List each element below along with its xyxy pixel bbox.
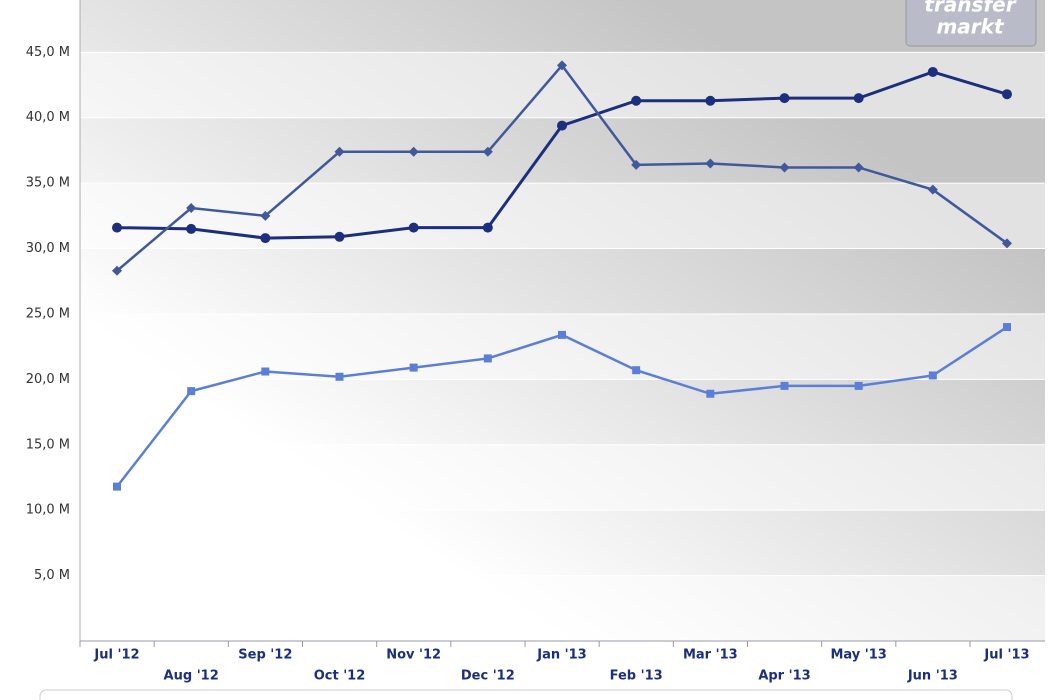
point	[482, 222, 493, 233]
point	[780, 381, 789, 390]
point	[112, 222, 122, 233]
point	[1002, 238, 1012, 249]
point	[631, 95, 642, 106]
point	[632, 366, 641, 375]
point	[334, 231, 345, 242]
y-tick-label: 20,0 M	[26, 372, 70, 387]
point	[113, 482, 121, 491]
y-tick-label: 15,0 M	[26, 437, 70, 452]
point	[1002, 89, 1012, 100]
point	[706, 389, 715, 398]
point	[261, 367, 270, 376]
point	[705, 95, 716, 106]
y-tick-label: 40,0 M	[26, 110, 70, 125]
point	[260, 233, 271, 244]
point	[927, 66, 938, 77]
x-tick-label: Jan '13	[536, 648, 586, 663]
logo-text: transfer	[924, 0, 1016, 17]
x-tick-label: Jun '13	[907, 669, 958, 684]
x-tick-label: Jul '13	[983, 648, 1029, 663]
point	[705, 158, 716, 169]
point	[854, 381, 863, 390]
logo-text: markt	[936, 15, 1005, 39]
x-tick-label: Dec '12	[461, 669, 515, 684]
point	[928, 371, 937, 380]
point	[557, 120, 567, 131]
point	[482, 146, 493, 157]
point	[779, 162, 790, 173]
y-tick-label: 10,0 M	[26, 503, 70, 518]
point	[557, 60, 567, 71]
x-tick-label: Jul '12	[93, 648, 139, 663]
point	[334, 146, 345, 157]
point	[631, 159, 642, 170]
y-tick-label: 30,0 M	[26, 241, 70, 256]
logo-box	[905, 0, 1037, 47]
point	[409, 363, 418, 372]
point	[558, 330, 566, 339]
x-tick-label: May '13	[830, 648, 886, 663]
point	[260, 210, 271, 221]
x-tick-label: Sep '12	[238, 648, 292, 663]
point	[853, 162, 864, 173]
point	[408, 222, 419, 233]
point	[187, 387, 196, 396]
y-tick-label: 45,0 M	[26, 45, 70, 60]
point	[186, 202, 197, 213]
y-tick-label: 25,0 M	[26, 306, 70, 321]
point	[1003, 323, 1011, 332]
footer-box	[39, 689, 1013, 700]
x-tick-label: Feb '13	[610, 669, 663, 684]
x-tick-label: Aug '12	[164, 669, 219, 684]
point	[112, 265, 122, 276]
y-tick-label: 35,0 M	[26, 176, 70, 191]
point	[408, 146, 419, 157]
point	[779, 93, 790, 104]
x-tick-label: Oct '12	[314, 669, 366, 684]
x-tick-label: Mar '13	[683, 648, 738, 663]
x-tick-label: Apr '13	[758, 669, 810, 684]
point	[483, 354, 492, 363]
x-tick-label: Nov '12	[386, 648, 441, 663]
point	[335, 372, 344, 381]
point	[853, 93, 864, 104]
plot-fade	[80, 0, 1045, 641]
y-tick-label: 5,0 M	[34, 568, 70, 583]
point	[186, 223, 197, 234]
point	[927, 184, 938, 195]
